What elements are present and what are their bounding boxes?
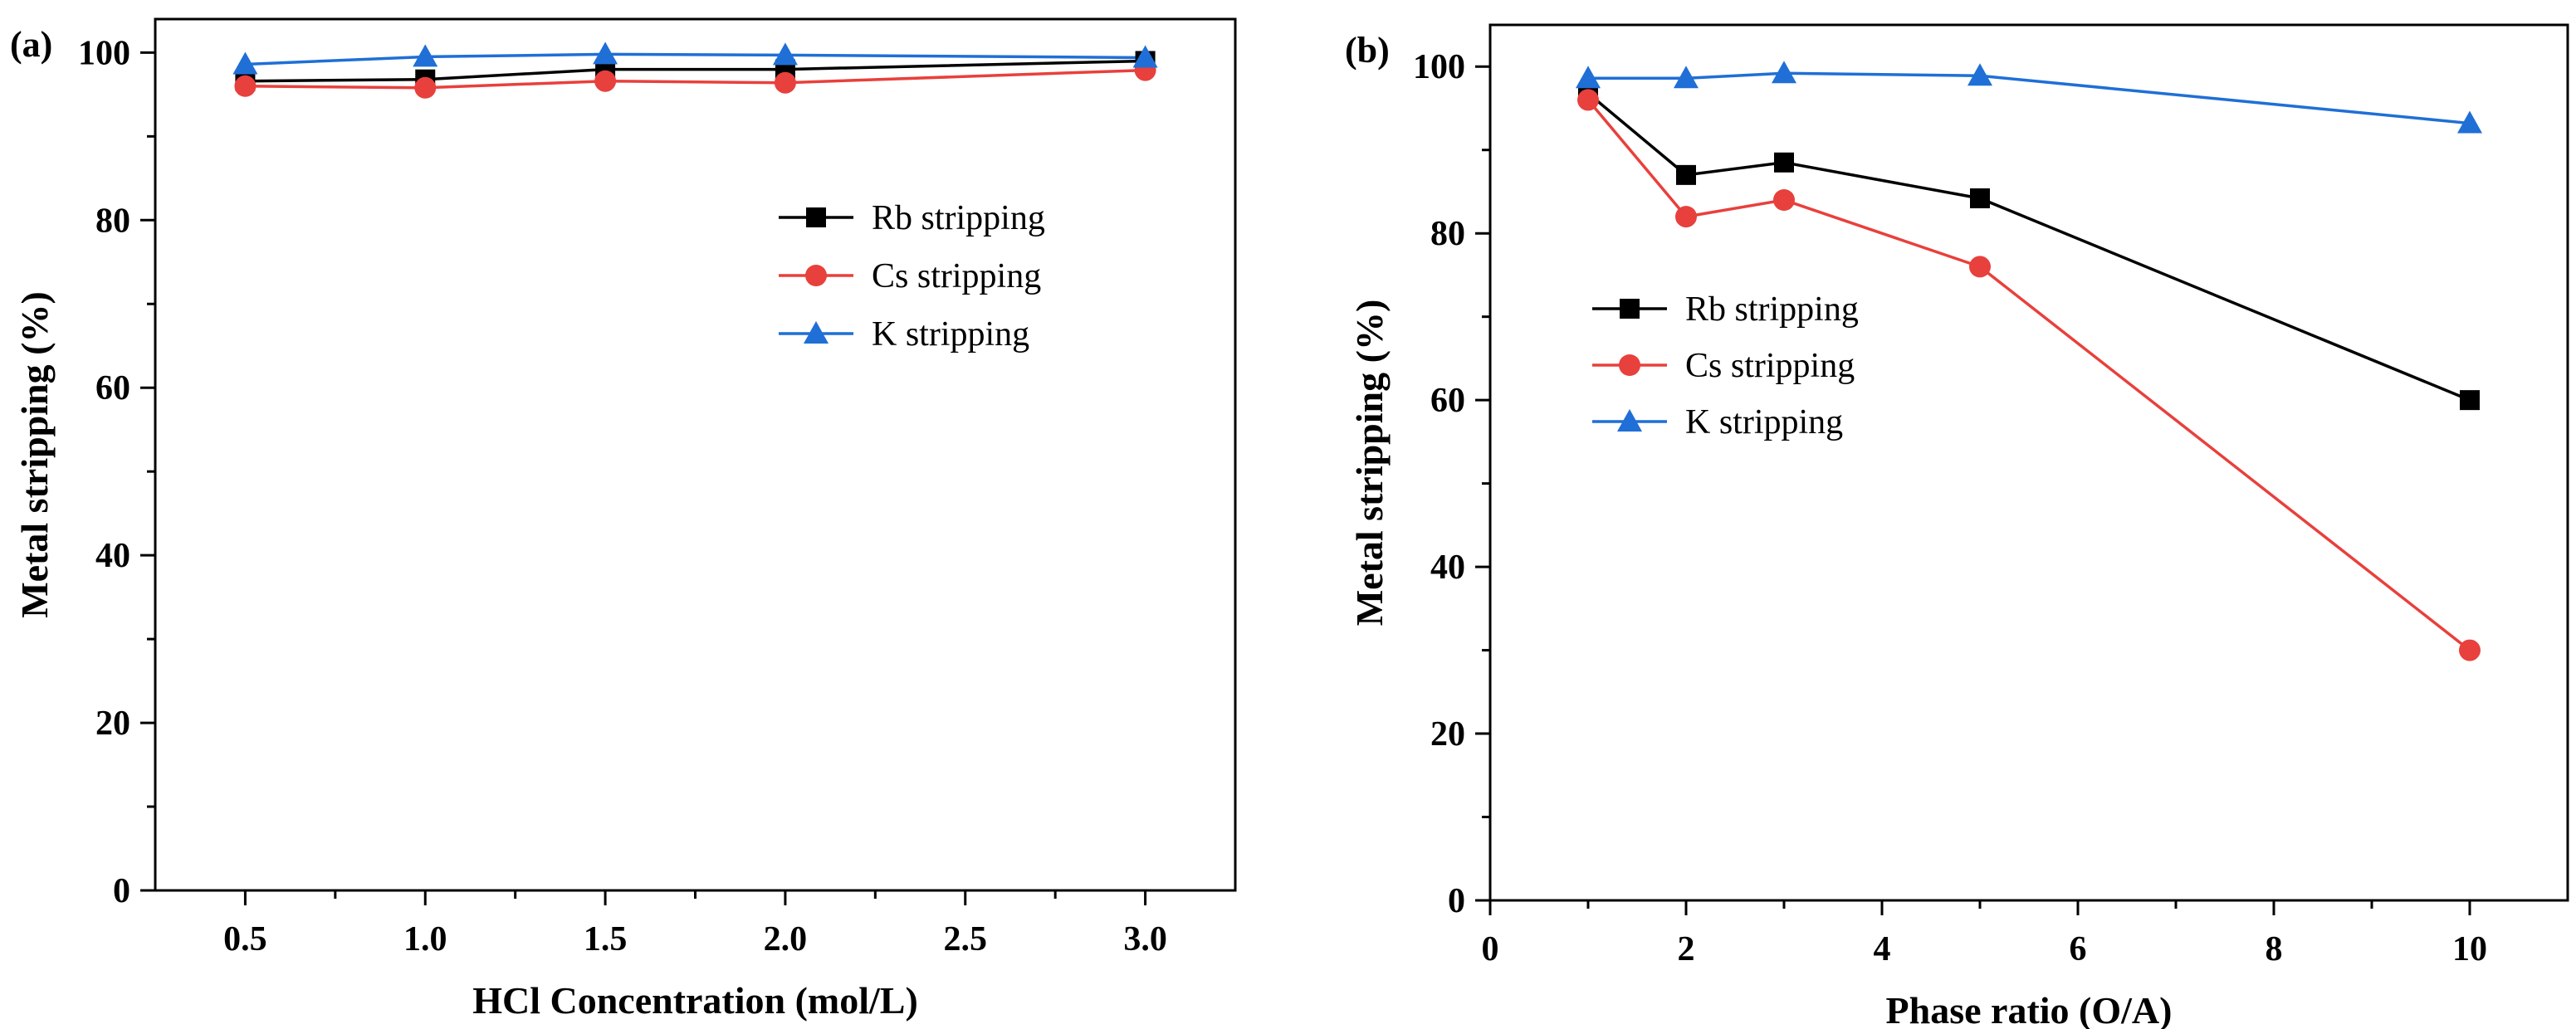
x-axis-title: HCl Concentration (mol/L) <box>472 979 918 1022</box>
data-point-cs <box>1675 206 1697 228</box>
y-tick-label: 20 <box>95 705 130 743</box>
x-tick-label: 2.0 <box>764 920 808 958</box>
legend-label: Cs stripping <box>872 257 1041 295</box>
y-tick-label: 0 <box>113 872 130 910</box>
data-point-cs <box>1773 189 1795 211</box>
data-point-k <box>1674 66 1699 89</box>
legend-label: Rb stripping <box>872 199 1045 237</box>
data-point-cs <box>1969 256 1991 278</box>
data-point-k <box>1772 61 1796 84</box>
series-line-rb <box>245 59 1146 83</box>
x-tick-label: 0 <box>1482 930 1499 968</box>
data-point-k <box>1132 45 1158 68</box>
data-point-k <box>1576 66 1601 89</box>
legend-marker <box>805 265 827 286</box>
legend-marker <box>1620 299 1640 319</box>
x-tick-label: 1.5 <box>584 920 628 958</box>
legend-label: Rb stripping <box>1685 290 1859 329</box>
data-point-k <box>232 51 258 75</box>
data-point-k <box>593 41 618 65</box>
y-tick-label: 60 <box>1430 382 1465 420</box>
legend-label: Cs stripping <box>1685 347 1855 385</box>
legend-marker <box>1617 409 1642 432</box>
y-tick-label: 0 <box>1448 882 1465 920</box>
x-tick-label: 10 <box>2452 930 2487 968</box>
x-tick-label: 4 <box>1874 930 1891 968</box>
y-tick-label: 20 <box>1430 715 1465 753</box>
y-tick-label: 60 <box>95 369 130 407</box>
x-tick-label: 1.0 <box>403 920 447 958</box>
data-point-rb <box>1970 188 1990 208</box>
y-axis-title: Metal stripping (%) <box>1348 300 1391 627</box>
panel-label: (b) <box>1345 30 1390 71</box>
y-tick-label: 80 <box>1430 215 1465 253</box>
data-point-cs <box>594 70 617 92</box>
legend-label: K stripping <box>872 315 1029 354</box>
data-point-cs <box>234 75 257 97</box>
data-point-cs <box>1577 89 1599 111</box>
data-point-k <box>772 42 798 66</box>
x-tick-label: 6 <box>2070 930 2087 968</box>
data-point-k <box>1967 63 1992 86</box>
legend-marker <box>804 321 829 344</box>
data-point-k <box>2457 110 2482 134</box>
legend-marker <box>806 207 826 227</box>
legend-label: K stripping <box>1685 403 1843 441</box>
chart-panel-a: (a) 0.5 1.0 1.5 2.0 2.5 3.0 0 20 40 60 80 100 HCl Con… <box>10 17 1237 1022</box>
data-point-cs <box>2459 639 2481 661</box>
data-point-rb <box>1774 152 1794 173</box>
y-tick-label: 80 <box>95 202 130 240</box>
series-line-k <box>1588 71 2471 125</box>
data-point-rb <box>2460 390 2480 411</box>
x-tick-label: 8 <box>2266 930 2283 968</box>
x-tick-label: 2 <box>1678 930 1695 968</box>
x-tick-label: 0.5 <box>223 920 267 958</box>
y-tick-label: 40 <box>95 537 130 575</box>
plot-frame <box>1488 23 2569 902</box>
y-tick-label: 100 <box>1413 48 1465 86</box>
panel-label: (a) <box>10 24 52 65</box>
data-point-k <box>413 44 438 67</box>
y-tick-label: 100 <box>78 34 130 72</box>
data-point-rb <box>1676 164 1696 185</box>
plot-frame <box>154 17 1237 892</box>
data-point-cs <box>414 76 437 99</box>
x-tick-label: 2.5 <box>944 920 988 958</box>
y-tick-label: 40 <box>1430 549 1465 587</box>
x-tick-label: 3.0 <box>1123 920 1167 958</box>
legend-marker <box>1619 354 1640 376</box>
x-axis-title: Phase ratio (O/A) <box>1886 989 2173 1029</box>
data-point-cs <box>774 71 796 94</box>
y-axis-title: Metal stripping (%) <box>13 291 56 618</box>
